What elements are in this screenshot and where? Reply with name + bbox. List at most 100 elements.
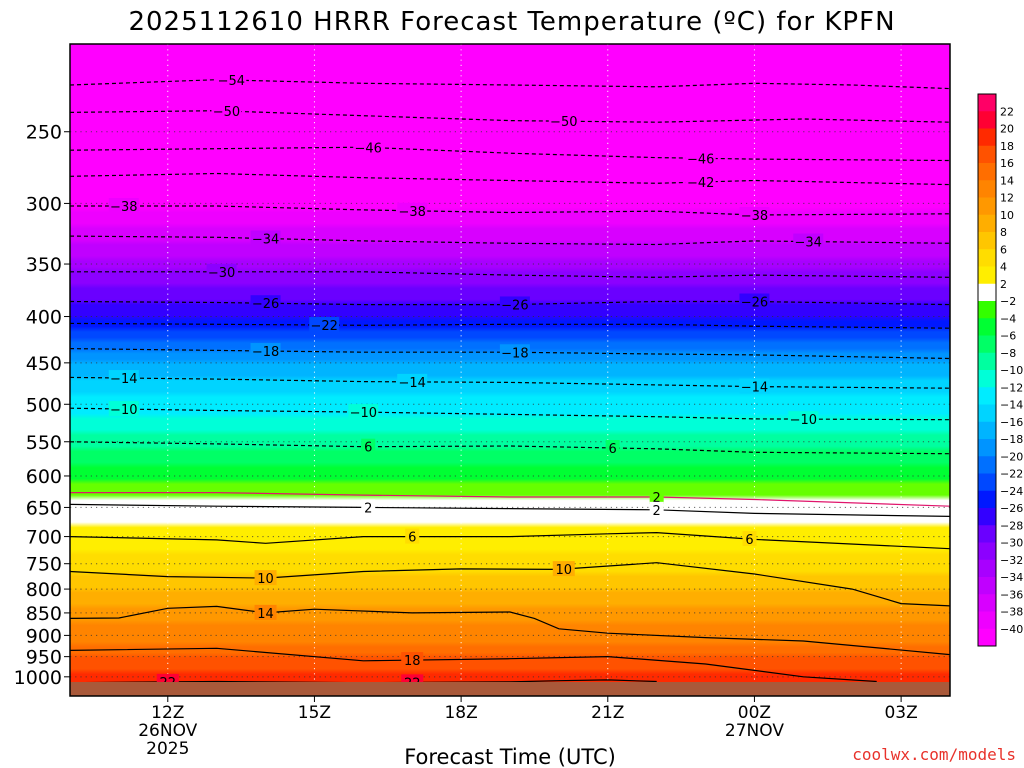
colorbar-swatch [978,128,996,147]
colorbar-tick-label: −12 [1000,381,1023,394]
contour-label-bg [250,295,281,311]
colorbar-tick-label: 6 [1000,243,1007,256]
colorbar-tick-label: −2 [1000,295,1016,308]
colorbar-tick-label: −40 [1000,623,1023,636]
contour-label-bg [739,378,770,394]
plot-area: −54 −50 −50 −46 −46 −42 −38 −38 −38 −34 −34 −30 −26 −… [70,44,950,696]
contour-line [70,531,950,550]
contour-label: 2 [653,504,661,519]
contour-label-bg [348,404,379,420]
pressure-tick-label: 700 [26,527,62,549]
contour-label-bg [361,499,376,515]
contour-label: −10 [110,403,137,418]
contour-label: −50 [550,115,577,130]
contour-label-bg [361,438,376,454]
contour-label: 10 [257,572,274,587]
time-tick-label: 18Z [444,703,477,723]
grid-lines [70,44,950,696]
colorbar-swatch [978,352,996,371]
contour-label: 6 [745,533,753,548]
contour-label: −26 [252,297,279,312]
contour-label: −38 [110,200,137,215]
contour-label-bg [254,570,277,586]
chart-title: 2025112610 HRRR Forecast Temperature (ºC… [128,7,895,37]
contour-label-bg [353,139,384,155]
pressure-tick-label: 850 [26,603,62,625]
pressure-tick-label: 600 [26,466,62,488]
contour-label-bg [552,561,575,577]
colorbar-tick-label: −22 [1000,468,1023,481]
colorbar-tick-label: −24 [1000,485,1023,498]
contour-label: 14 [257,607,274,622]
colorbar-swatch [978,266,996,285]
colorbar-tick-label: −14 [1000,399,1023,412]
colorbar-swatch [978,404,996,423]
colorbar-swatch [978,180,996,198]
colorbar-tick-label: 20 [1000,123,1014,136]
contour-label: −54 [218,74,245,89]
contour-label-bg [401,652,424,668]
contour-label-bg [397,202,428,218]
colorbar-swatch [978,145,996,164]
colorbar-tick-label: −28 [1000,519,1023,532]
colorbar-tick-label: 10 [1000,209,1014,222]
colorbar: 22 20 18 16 14 12 10 8 6 4 2 −2 −4 −6 −8 −10 −12 −14 −16 −1… [977,93,1023,647]
pressure-tick-label: 900 [26,625,62,647]
colorbar-swatch [978,559,996,578]
colorbar-tick-label: −10 [1000,364,1023,377]
contour-label-bg [739,207,770,223]
colorbar-tick-label: −16 [1000,416,1023,429]
contour-label-bg [206,263,237,279]
colorbar-tick-label: −4 [1000,312,1016,325]
pressure-tick-label: 500 [26,394,62,416]
contour-label: −30 [208,266,235,281]
contour-label: −38 [399,205,426,220]
contour-label-bg [499,296,530,312]
colorbar-tick-label: −38 [1000,606,1023,619]
contour-line [70,492,950,507]
contour-label: 10 [556,563,573,578]
surface-ground [70,682,950,696]
contour-label-bg [211,103,242,119]
contour-label-bg [108,370,139,386]
contour-label: −26 [501,298,528,313]
colorbar-tick-label: −18 [1000,433,1023,446]
contour-label: −38 [741,209,768,224]
temperature-fill [70,44,950,696]
colorbar-swatch [978,473,996,492]
contour-label: −14 [399,376,426,391]
pressure-tick-label: 800 [26,579,62,601]
colorbar-swatch [978,214,996,233]
contour-label: −18 [501,346,528,361]
time-tick-label: 2025 [146,739,189,759]
colorbar-swatch [978,301,996,319]
pressure-tick-label: 250 [26,122,62,144]
time-tick-label: 26NOV [138,721,197,741]
pressure-tick-label: 450 [26,353,62,375]
colorbar-swatch [978,628,996,647]
colorbar-tick-label: 12 [1000,192,1014,205]
colorbar-tick-label: 16 [1000,157,1014,170]
pressure-tick-label: 300 [26,193,62,215]
colorbar-tick-label: 14 [1000,174,1014,187]
contour-label: 2 [653,491,661,506]
contour-label: −46 [687,152,714,167]
contour-label-bg [685,174,716,190]
contour-label: −10 [350,406,377,421]
contour-label-bg [649,501,664,517]
contour-label: −10 [790,413,817,428]
contour-label: 2 [364,501,372,516]
temperature-contours: −54 −50 −50 −46 −46 −42 −38 −38 −38 −34 −34 −30 −26 −… [70,72,950,691]
pressure-tick-label: 950 [26,647,62,669]
colorbar-swatch [978,439,996,457]
x-axis-label: Forecast Time (UTC) [404,745,616,768]
colorbar-frame [977,93,997,647]
contour-label: −34 [795,236,822,251]
contour-label-bg [254,604,277,620]
contour-label: 6 [609,442,617,457]
colorbar-swatch [978,197,996,216]
contour-label: −46 [355,141,382,156]
colorbar-swatch [978,232,996,250]
